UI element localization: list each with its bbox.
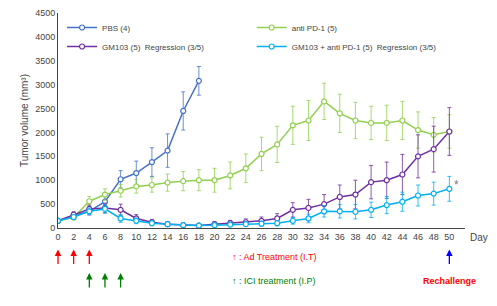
svg-text:GM103 + anti PD-1 (5) Regress: GM103 + anti PD-1 (5) Regression (3/5)	[292, 43, 437, 52]
svg-text:26: 26	[256, 232, 266, 242]
svg-text:*: *	[454, 178, 459, 192]
svg-text:22: 22	[225, 232, 235, 242]
svg-text:Rechallenge: Rechallenge	[423, 276, 476, 286]
svg-text:Day: Day	[470, 232, 488, 243]
svg-text:0: 0	[55, 232, 60, 242]
svg-text:↑ : ICI treatment (I.P): ↑ : ICI treatment (I.P)	[232, 276, 316, 286]
svg-text:3500: 3500	[35, 56, 55, 66]
svg-text:16: 16	[178, 232, 188, 242]
svg-text:46: 46	[413, 232, 423, 242]
svg-text:24: 24	[241, 232, 251, 242]
svg-text:6: 6	[102, 232, 107, 242]
svg-text:1000: 1000	[35, 175, 55, 185]
svg-text:8: 8	[118, 232, 123, 242]
svg-text:2500: 2500	[35, 104, 55, 114]
svg-text:10: 10	[131, 232, 141, 242]
svg-text:14: 14	[163, 232, 173, 242]
svg-text:32: 32	[303, 232, 313, 242]
svg-text:40: 40	[366, 232, 376, 242]
svg-text:1500: 1500	[35, 151, 55, 161]
svg-text:18: 18	[194, 232, 204, 242]
svg-text:12: 12	[147, 232, 157, 242]
svg-text:Tumor volume (mm³): Tumor volume (mm³)	[19, 74, 30, 167]
svg-text:GM103 (5) Regression (3/5): GM103 (5) Regression (3/5)	[102, 43, 204, 52]
svg-text:2: 2	[71, 232, 76, 242]
svg-text:0: 0	[50, 223, 55, 233]
svg-text:↑ : Ad Treatment (I.T): ↑ : Ad Treatment (I.T)	[232, 252, 317, 262]
svg-text:42: 42	[382, 232, 392, 242]
svg-text:44: 44	[397, 232, 407, 242]
svg-text:28: 28	[272, 232, 282, 242]
svg-text:50: 50	[444, 232, 454, 242]
svg-text:48: 48	[429, 232, 439, 242]
svg-text:38: 38	[350, 232, 360, 242]
svg-text:PBS (4): PBS (4)	[102, 24, 130, 33]
svg-text:34: 34	[319, 232, 329, 242]
svg-text:4000: 4000	[35, 32, 55, 42]
svg-text:2000: 2000	[35, 128, 55, 138]
svg-text:4: 4	[87, 232, 92, 242]
svg-text:500: 500	[40, 199, 55, 209]
svg-text:4500: 4500	[35, 8, 55, 18]
svg-text:30: 30	[288, 232, 298, 242]
svg-text:36: 36	[335, 232, 345, 242]
svg-text:3000: 3000	[35, 80, 55, 90]
svg-text:20: 20	[210, 232, 220, 242]
svg-text:anti PD-1 (5): anti PD-1 (5)	[292, 24, 338, 33]
